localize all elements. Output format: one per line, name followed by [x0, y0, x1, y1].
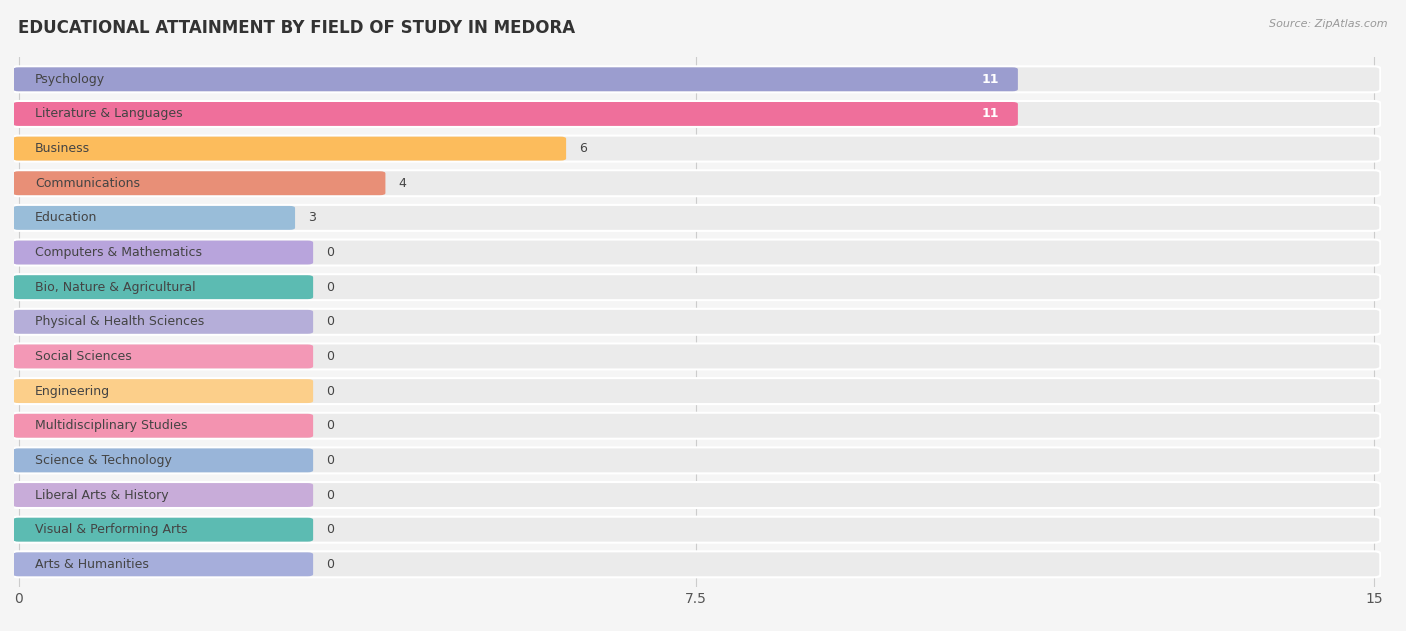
FancyBboxPatch shape — [13, 345, 314, 369]
FancyBboxPatch shape — [13, 240, 314, 264]
FancyBboxPatch shape — [11, 481, 1381, 509]
FancyBboxPatch shape — [13, 517, 1379, 541]
Text: Computers & Mathematics: Computers & Mathematics — [35, 246, 202, 259]
FancyBboxPatch shape — [11, 446, 1381, 475]
FancyBboxPatch shape — [11, 411, 1381, 440]
FancyBboxPatch shape — [11, 273, 1381, 301]
Text: Education: Education — [35, 211, 97, 225]
FancyBboxPatch shape — [13, 137, 1379, 160]
Text: 3: 3 — [308, 211, 315, 225]
FancyBboxPatch shape — [13, 552, 1379, 576]
FancyBboxPatch shape — [13, 483, 1379, 507]
Text: 0: 0 — [326, 558, 333, 571]
FancyBboxPatch shape — [11, 308, 1381, 336]
FancyBboxPatch shape — [13, 171, 385, 195]
FancyBboxPatch shape — [11, 169, 1381, 198]
FancyBboxPatch shape — [13, 310, 1379, 334]
Text: Engineering: Engineering — [35, 385, 110, 398]
FancyBboxPatch shape — [11, 516, 1381, 544]
Text: Psychology: Psychology — [35, 73, 105, 86]
FancyBboxPatch shape — [13, 414, 314, 438]
FancyBboxPatch shape — [11, 550, 1381, 579]
Text: 0: 0 — [326, 419, 333, 432]
FancyBboxPatch shape — [13, 310, 314, 334]
FancyBboxPatch shape — [13, 379, 314, 403]
Text: Source: ZipAtlas.com: Source: ZipAtlas.com — [1270, 19, 1388, 29]
Text: 0: 0 — [326, 454, 333, 467]
FancyBboxPatch shape — [13, 275, 1379, 299]
FancyBboxPatch shape — [11, 239, 1381, 266]
Text: Visual & Performing Arts: Visual & Performing Arts — [35, 523, 187, 536]
FancyBboxPatch shape — [13, 275, 314, 299]
Text: Business: Business — [35, 142, 90, 155]
FancyBboxPatch shape — [11, 377, 1381, 405]
FancyBboxPatch shape — [13, 449, 1379, 473]
FancyBboxPatch shape — [11, 204, 1381, 232]
FancyBboxPatch shape — [13, 102, 1379, 126]
FancyBboxPatch shape — [13, 68, 1018, 91]
Text: Bio, Nature & Agricultural: Bio, Nature & Agricultural — [35, 281, 195, 293]
Text: 6: 6 — [579, 142, 586, 155]
Text: Physical & Health Sciences: Physical & Health Sciences — [35, 316, 204, 328]
FancyBboxPatch shape — [13, 552, 314, 576]
FancyBboxPatch shape — [13, 345, 1379, 369]
Text: Science & Technology: Science & Technology — [35, 454, 172, 467]
Text: 0: 0 — [326, 385, 333, 398]
Text: Liberal Arts & History: Liberal Arts & History — [35, 488, 169, 502]
Text: 0: 0 — [326, 246, 333, 259]
Text: 0: 0 — [326, 350, 333, 363]
FancyBboxPatch shape — [13, 206, 295, 230]
FancyBboxPatch shape — [13, 517, 314, 541]
Text: 11: 11 — [981, 73, 998, 86]
Text: Literature & Languages: Literature & Languages — [35, 107, 183, 121]
Text: EDUCATIONAL ATTAINMENT BY FIELD OF STUDY IN MEDORA: EDUCATIONAL ATTAINMENT BY FIELD OF STUDY… — [18, 19, 575, 37]
FancyBboxPatch shape — [13, 449, 314, 473]
Text: 0: 0 — [326, 281, 333, 293]
FancyBboxPatch shape — [13, 379, 1379, 403]
Text: 0: 0 — [326, 523, 333, 536]
FancyBboxPatch shape — [13, 414, 1379, 438]
Text: 0: 0 — [326, 488, 333, 502]
Text: Social Sciences: Social Sciences — [35, 350, 132, 363]
FancyBboxPatch shape — [13, 68, 1379, 91]
Text: 0: 0 — [326, 316, 333, 328]
Text: Communications: Communications — [35, 177, 139, 190]
Text: Multidisciplinary Studies: Multidisciplinary Studies — [35, 419, 187, 432]
Text: 4: 4 — [398, 177, 406, 190]
FancyBboxPatch shape — [13, 102, 1018, 126]
FancyBboxPatch shape — [11, 100, 1381, 128]
FancyBboxPatch shape — [11, 343, 1381, 370]
FancyBboxPatch shape — [11, 65, 1381, 93]
FancyBboxPatch shape — [13, 137, 567, 160]
Text: 11: 11 — [981, 107, 998, 121]
FancyBboxPatch shape — [13, 171, 1379, 195]
FancyBboxPatch shape — [13, 483, 314, 507]
FancyBboxPatch shape — [11, 134, 1381, 163]
Text: Arts & Humanities: Arts & Humanities — [35, 558, 149, 571]
FancyBboxPatch shape — [13, 206, 1379, 230]
FancyBboxPatch shape — [13, 240, 1379, 264]
